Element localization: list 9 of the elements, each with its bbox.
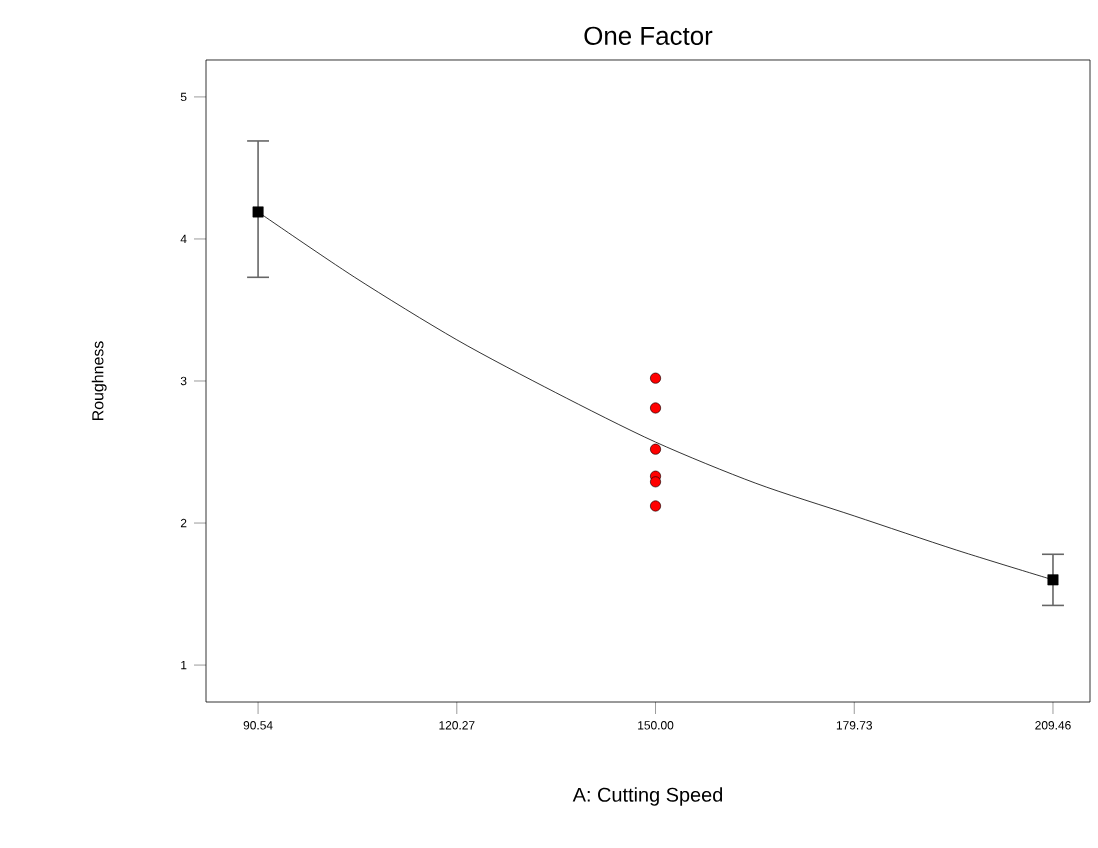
- point: [650, 372, 661, 384]
- x-axis-title: A: Cutting Speed: [572, 787, 723, 806]
- point: [252, 206, 264, 218]
- point: [1047, 574, 1059, 586]
- point: [650, 500, 661, 512]
- point: [650, 476, 661, 488]
- point: [650, 443, 661, 455]
- point: [650, 402, 661, 414]
- chart-title: One Factor: [584, 26, 713, 45]
